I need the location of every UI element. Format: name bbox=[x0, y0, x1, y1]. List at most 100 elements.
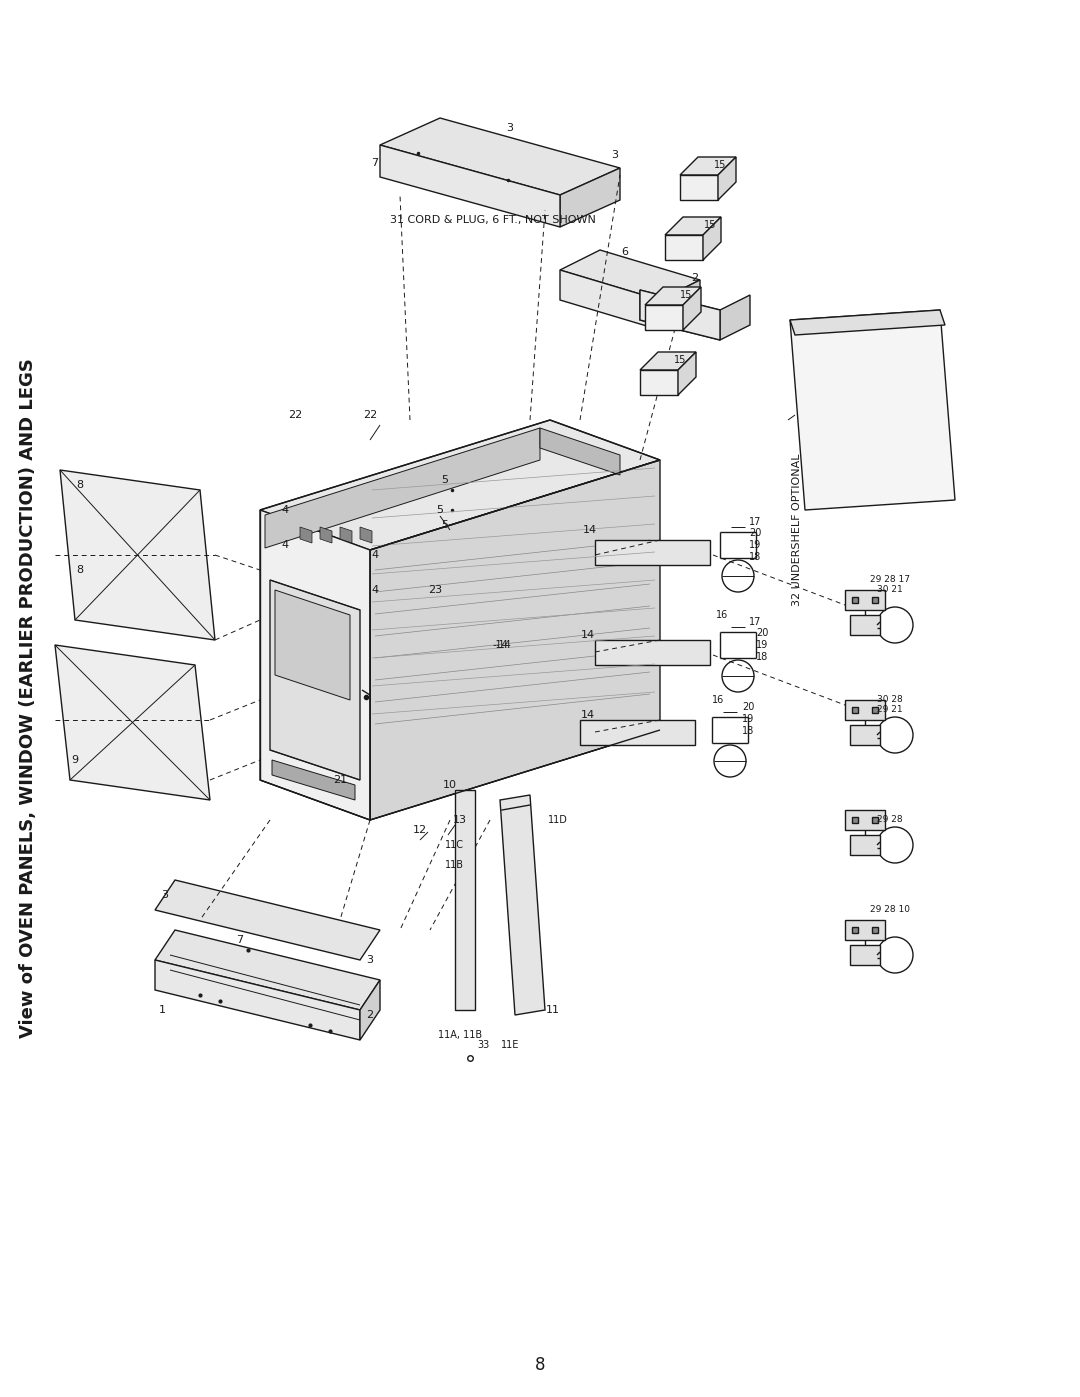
Text: 3: 3 bbox=[162, 890, 168, 900]
Text: 33: 33 bbox=[477, 1039, 489, 1051]
Text: 14: 14 bbox=[581, 710, 595, 719]
Polygon shape bbox=[845, 810, 885, 830]
Polygon shape bbox=[380, 145, 561, 226]
Polygon shape bbox=[561, 270, 660, 330]
Text: -14: -14 bbox=[492, 640, 508, 650]
Polygon shape bbox=[850, 835, 880, 855]
Polygon shape bbox=[678, 352, 696, 395]
Text: 29 28: 29 28 bbox=[877, 816, 903, 824]
Polygon shape bbox=[640, 291, 720, 339]
Text: 14: 14 bbox=[581, 630, 595, 640]
Polygon shape bbox=[660, 279, 700, 330]
Polygon shape bbox=[683, 286, 701, 330]
Text: 32 UNDERSHELF OPTIONAL: 32 UNDERSHELF OPTIONAL bbox=[792, 454, 802, 606]
Polygon shape bbox=[595, 640, 710, 665]
Polygon shape bbox=[645, 305, 683, 330]
Polygon shape bbox=[845, 590, 885, 610]
Text: 7: 7 bbox=[372, 158, 379, 168]
Polygon shape bbox=[260, 510, 370, 820]
Text: 11D: 11D bbox=[548, 814, 568, 826]
Text: 17: 17 bbox=[748, 617, 761, 627]
Polygon shape bbox=[500, 795, 545, 1016]
Polygon shape bbox=[60, 469, 215, 640]
Text: 10: 10 bbox=[443, 780, 457, 789]
Text: 29 21: 29 21 bbox=[877, 705, 903, 714]
Text: 17: 17 bbox=[748, 517, 761, 527]
Polygon shape bbox=[156, 960, 360, 1039]
Text: 8: 8 bbox=[77, 481, 83, 490]
Text: 29 28 10: 29 28 10 bbox=[870, 905, 910, 915]
Polygon shape bbox=[156, 930, 380, 1010]
Polygon shape bbox=[580, 719, 696, 745]
Text: 15: 15 bbox=[704, 219, 716, 231]
Text: 19: 19 bbox=[756, 640, 768, 650]
Text: 18: 18 bbox=[756, 652, 768, 662]
Polygon shape bbox=[789, 310, 945, 335]
Polygon shape bbox=[561, 250, 700, 300]
Polygon shape bbox=[561, 168, 620, 226]
Text: View of OVEN PANELS, WINDOW (EARLIER PRODUCTION) AND LEGS: View of OVEN PANELS, WINDOW (EARLIER PRO… bbox=[19, 358, 37, 1038]
Polygon shape bbox=[595, 541, 710, 564]
Polygon shape bbox=[718, 156, 735, 200]
Polygon shape bbox=[850, 615, 880, 636]
Text: 16: 16 bbox=[712, 694, 724, 705]
Text: 31 CORD & PLUG, 6 FT., NOT SHOWN: 31 CORD & PLUG, 6 FT., NOT SHOWN bbox=[390, 215, 596, 225]
Polygon shape bbox=[665, 235, 703, 260]
Text: 22: 22 bbox=[363, 409, 377, 420]
Text: 8: 8 bbox=[77, 564, 83, 576]
Text: 8: 8 bbox=[535, 1356, 545, 1375]
Text: 5: 5 bbox=[436, 504, 444, 515]
Polygon shape bbox=[845, 700, 885, 719]
Text: 29 28 17: 29 28 17 bbox=[870, 576, 910, 584]
Polygon shape bbox=[370, 460, 660, 820]
Polygon shape bbox=[380, 117, 620, 196]
Polygon shape bbox=[845, 921, 885, 940]
Text: 23: 23 bbox=[428, 585, 442, 595]
Text: 15: 15 bbox=[674, 355, 686, 365]
Polygon shape bbox=[260, 420, 660, 550]
Text: 21: 21 bbox=[333, 775, 347, 785]
Polygon shape bbox=[640, 352, 696, 370]
Text: 11A, 11B: 11A, 11B bbox=[437, 1030, 482, 1039]
Text: 15: 15 bbox=[714, 161, 726, 170]
Text: 22: 22 bbox=[288, 409, 302, 420]
Polygon shape bbox=[640, 370, 678, 395]
Polygon shape bbox=[645, 286, 701, 305]
Polygon shape bbox=[300, 527, 312, 543]
Polygon shape bbox=[665, 217, 721, 235]
Polygon shape bbox=[360, 527, 372, 543]
Polygon shape bbox=[680, 175, 718, 200]
Text: 19: 19 bbox=[748, 541, 761, 550]
Polygon shape bbox=[275, 590, 350, 700]
Polygon shape bbox=[55, 645, 210, 800]
Text: 6: 6 bbox=[621, 247, 629, 257]
Text: 16: 16 bbox=[716, 610, 728, 620]
Polygon shape bbox=[850, 944, 880, 965]
Text: 4: 4 bbox=[372, 585, 379, 595]
Text: 19: 19 bbox=[742, 714, 754, 724]
Polygon shape bbox=[640, 291, 720, 339]
Text: 20: 20 bbox=[748, 528, 761, 538]
Text: 30 21: 30 21 bbox=[877, 585, 903, 595]
Text: 3: 3 bbox=[507, 123, 513, 133]
Polygon shape bbox=[320, 527, 332, 543]
Polygon shape bbox=[703, 217, 721, 260]
Polygon shape bbox=[265, 427, 540, 548]
Text: 11C: 11C bbox=[445, 840, 464, 849]
Polygon shape bbox=[340, 527, 352, 543]
Text: 30 28: 30 28 bbox=[877, 696, 903, 704]
Text: 20: 20 bbox=[756, 629, 768, 638]
Text: 5: 5 bbox=[442, 520, 448, 529]
Text: 14: 14 bbox=[583, 525, 597, 535]
Polygon shape bbox=[272, 760, 355, 800]
Polygon shape bbox=[680, 156, 735, 175]
Text: 4: 4 bbox=[282, 541, 288, 550]
Text: 11: 11 bbox=[546, 1004, 561, 1016]
Text: 18: 18 bbox=[748, 552, 761, 562]
Polygon shape bbox=[270, 580, 360, 780]
Text: 9: 9 bbox=[71, 754, 79, 766]
Polygon shape bbox=[720, 295, 750, 339]
Text: 13: 13 bbox=[453, 814, 467, 826]
Polygon shape bbox=[789, 310, 955, 510]
Text: 2: 2 bbox=[366, 1010, 374, 1020]
